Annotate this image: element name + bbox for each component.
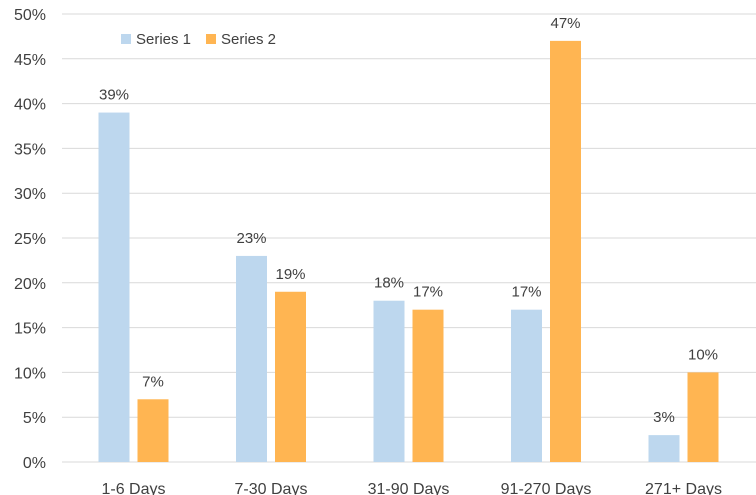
data-label: 7% [142,373,164,390]
bar-1-3 [373,300,405,462]
data-label: 47% [550,15,580,32]
y-tick-label: 40% [14,97,46,114]
data-label: 3% [653,409,675,426]
legend: Series 1 Series 2 [121,31,276,48]
legend-swatch [206,34,216,44]
y-tick-label: 45% [14,52,46,69]
x-category-label: 91-270 Days [501,481,592,495]
legend-swatch [121,34,131,44]
bar-1-2 [236,255,267,462]
bar-2-3 [412,309,444,462]
y-axis-ticks: 0% 5% 10% 15% 20% 25% 30% 35% 40% 45% 50% [14,7,46,472]
x-category-label: 31-90 Days [368,481,450,495]
y-tick-label: 15% [14,321,46,338]
y-tick-label: 30% [14,186,46,203]
x-category-label: 7-30 Days [235,481,308,495]
y-tick-label: 10% [14,365,46,382]
bar-1-4 [511,309,542,462]
data-label: 10% [688,346,718,363]
data-label: 23% [236,230,266,247]
legend-label: Series 2 [221,31,276,48]
x-axis-categories: 1-6 Days 7-30 Days 31-90 Days 91-270 Days 27… [101,481,721,495]
bar-2-4 [550,40,581,462]
data-label: 17% [511,284,541,301]
data-label: 39% [99,87,129,104]
bar-1-5 [648,435,680,462]
y-tick-label: 20% [14,276,46,293]
data-label: 17% [413,284,443,301]
bar-2-1 [137,399,169,462]
y-tick-label: 50% [14,7,46,24]
data-label: 19% [275,266,305,283]
legend-label: Series 1 [136,31,191,48]
data-labels: 39% 7% 23% 19% 18% 17% 17% 47% 3% 10% [99,15,718,426]
y-tick-label: 25% [14,231,46,248]
data-label: 18% [374,275,404,292]
bar-2-2 [275,291,306,462]
gridlines [62,13,756,463]
y-tick-label: 5% [23,410,46,427]
bars [98,40,719,462]
x-category-label: 271+ Days [645,481,722,495]
x-category-label: 1-6 Days [101,481,165,495]
bar-2-5 [687,372,719,462]
bar-1-1 [98,112,130,462]
y-tick-label: 0% [23,455,46,472]
y-tick-label: 35% [14,141,46,158]
